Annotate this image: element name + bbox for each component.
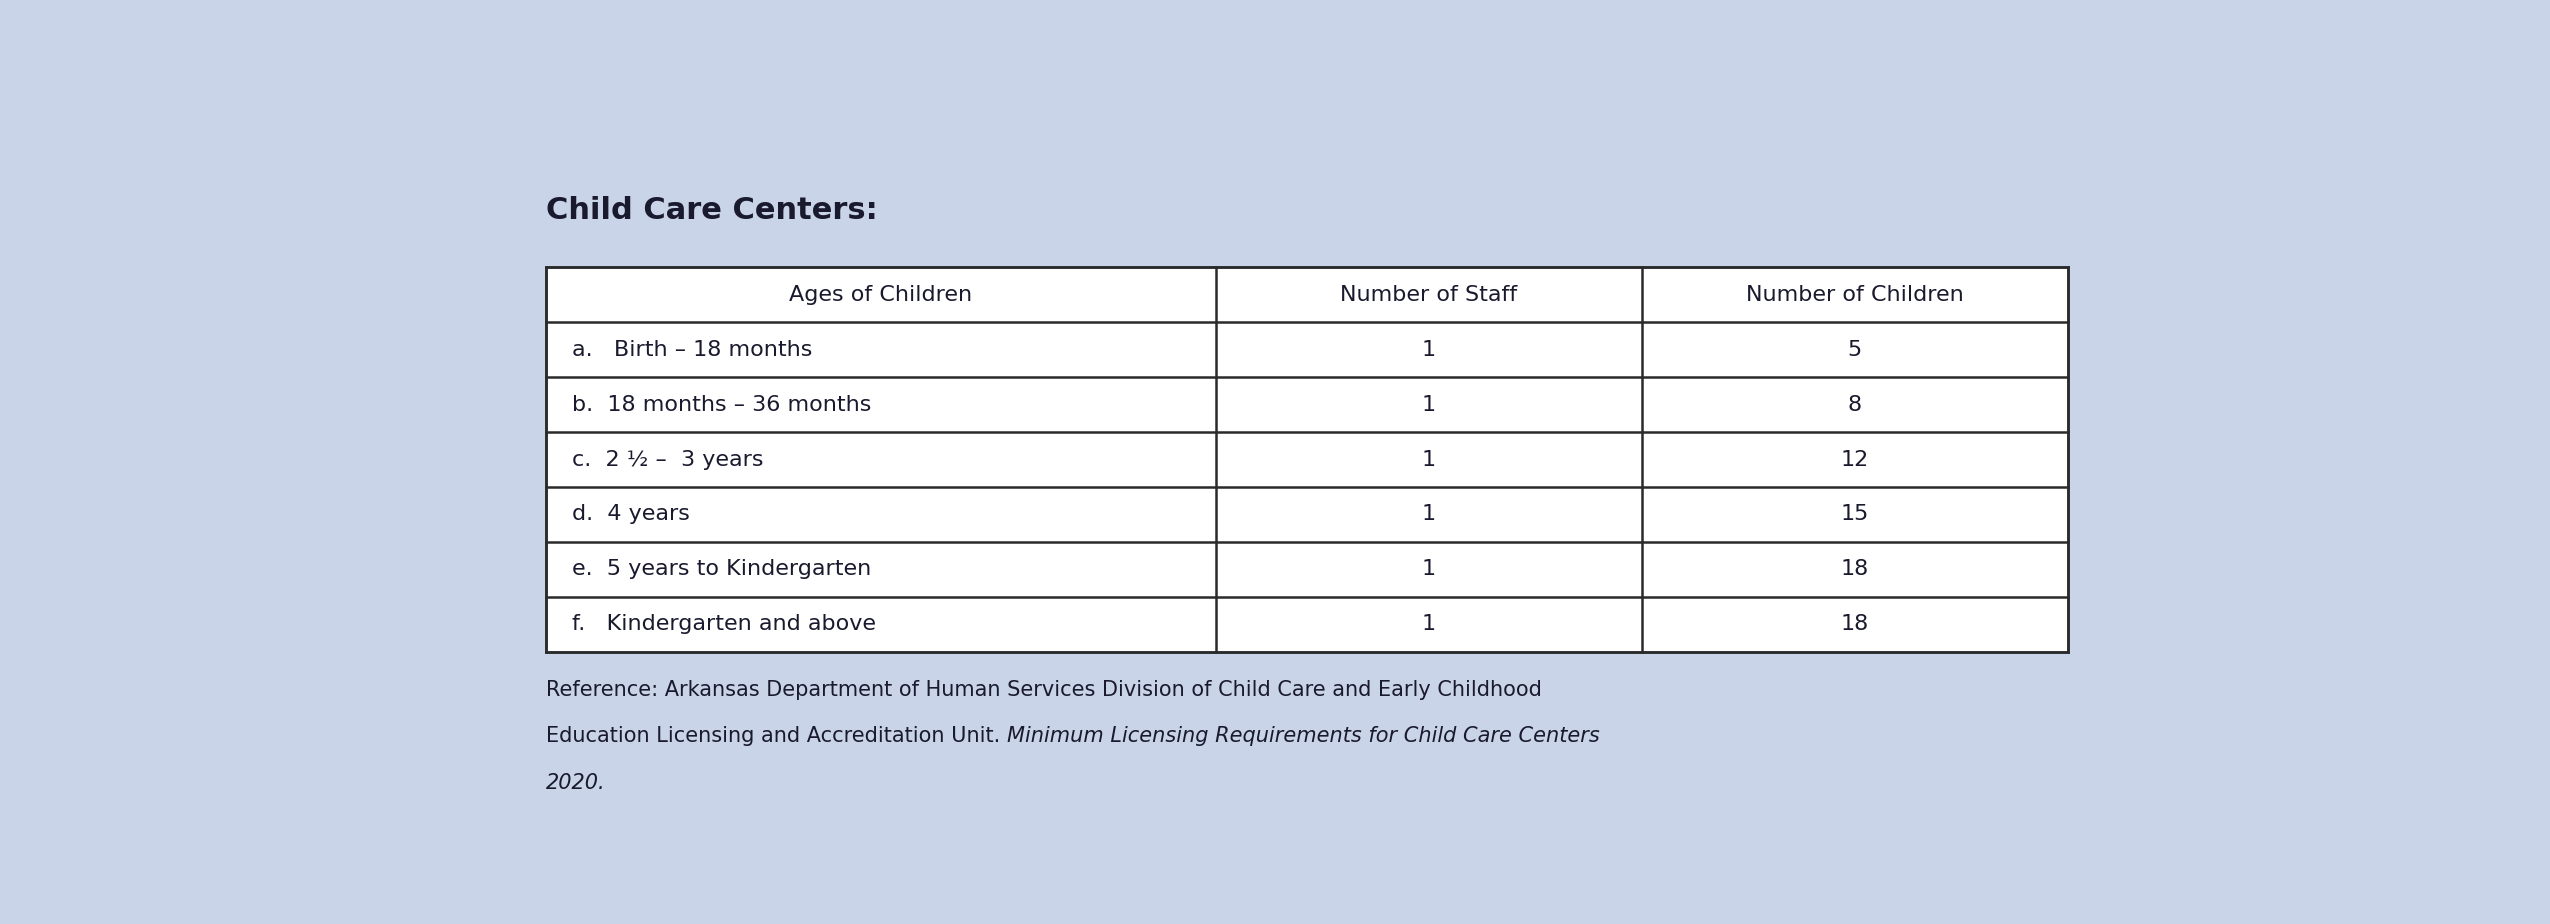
Text: 1: 1 <box>1420 559 1436 579</box>
Text: 15: 15 <box>1841 505 1869 525</box>
Text: d.  4 years: d. 4 years <box>571 505 689 525</box>
Text: Ages of Children: Ages of Children <box>790 285 972 305</box>
Text: 1: 1 <box>1420 449 1436 469</box>
Text: b.  18 months – 36 months: b. 18 months – 36 months <box>571 395 872 415</box>
Text: 5: 5 <box>1849 340 1862 359</box>
Text: e.  5 years to Kindergarten: e. 5 years to Kindergarten <box>571 559 872 579</box>
Text: Minimum Licensing Requirements for Child Care Centers: Minimum Licensing Requirements for Child… <box>1007 726 1599 747</box>
Text: 8: 8 <box>1849 395 1862 415</box>
Text: Number of Staff: Number of Staff <box>1339 285 1517 305</box>
Text: 1: 1 <box>1420 614 1436 634</box>
Text: 2020.: 2020. <box>546 772 607 793</box>
Text: c.  2 ½ –  3 years: c. 2 ½ – 3 years <box>571 449 762 469</box>
Text: Number of Children: Number of Children <box>1747 285 1964 305</box>
Text: a.   Birth – 18 months: a. Birth – 18 months <box>571 340 811 359</box>
Text: 1: 1 <box>1420 340 1436 359</box>
Text: Child Care Centers:: Child Care Centers: <box>546 196 877 225</box>
Text: f.   Kindergarten and above: f. Kindergarten and above <box>571 614 875 634</box>
Text: Reference: Arkansas Department of Human Services Division of Child Care and Earl: Reference: Arkansas Department of Human … <box>546 680 1543 700</box>
Text: Education Licensing and Accreditation Unit.: Education Licensing and Accreditation Un… <box>546 726 1007 747</box>
Text: 18: 18 <box>1841 559 1869 579</box>
FancyBboxPatch shape <box>546 267 2068 651</box>
Text: 12: 12 <box>1841 449 1869 469</box>
Text: 1: 1 <box>1420 395 1436 415</box>
Text: 1: 1 <box>1420 505 1436 525</box>
Text: 18: 18 <box>1841 614 1869 634</box>
